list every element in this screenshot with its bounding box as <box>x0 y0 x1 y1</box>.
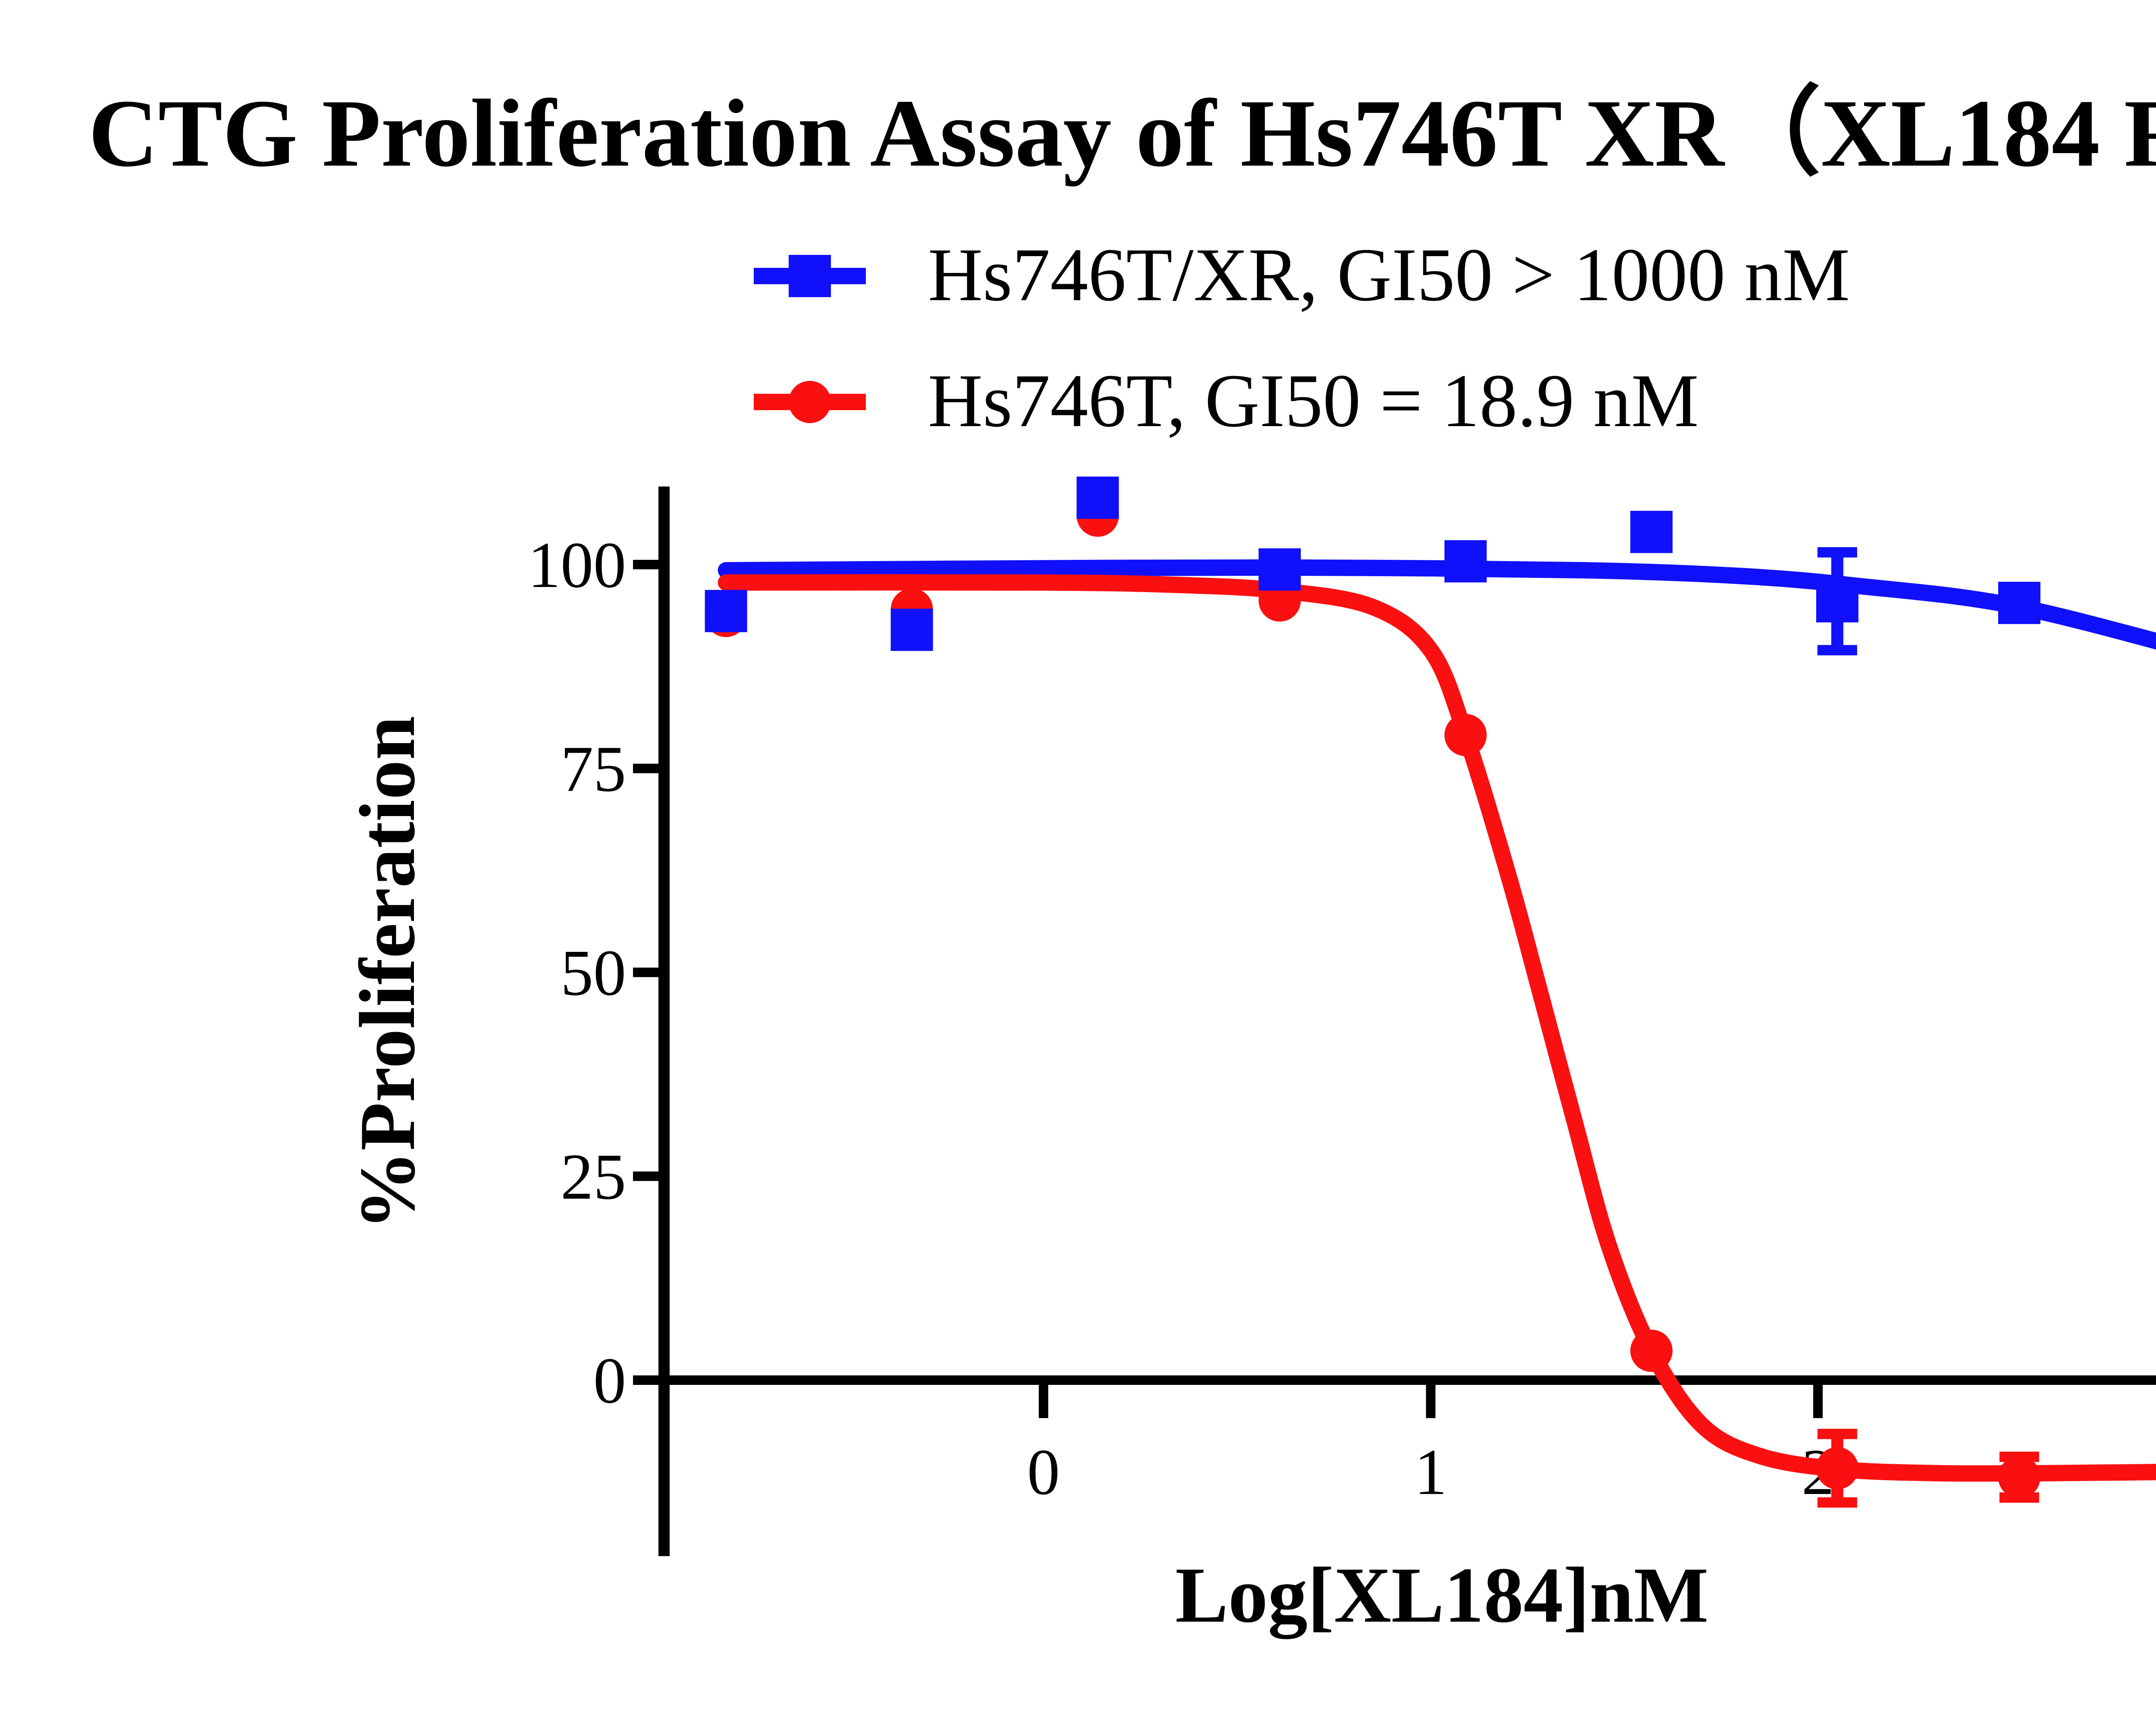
marker-hs746t <box>1630 1329 1673 1372</box>
y-tick-label: 100 <box>528 529 626 601</box>
legend-label-hs746t-xr: Hs746T/XR, GI50 > 1000 nM <box>928 233 1850 317</box>
x-axis-title: Log[XL184]nM <box>1175 1551 1709 1639</box>
chart-title: CTG Proliferation Assay of Hs746T XR（XL1… <box>88 80 2156 187</box>
y-tick-label: 0 <box>593 1344 626 1417</box>
marker-hs746t-xr <box>1444 540 1487 583</box>
legend-item-hs746t: Hs746T, GI50 = 18.9 nM <box>754 359 1699 443</box>
marker-hs746t <box>1998 1456 2040 1499</box>
curve-hs746t <box>718 574 2156 1482</box>
legend-square-marker-icon <box>789 255 831 297</box>
y-axis-title: %Proliferation <box>343 716 431 1230</box>
marker-hs746t-xr <box>1076 476 1119 519</box>
marker-hs746t <box>1444 714 1487 756</box>
plot-area: 01230255075100 <box>528 476 2156 1556</box>
y-tick-label: 50 <box>561 937 626 1009</box>
marker-hs746t-xr <box>1998 581 2040 624</box>
marker-hs746t-xr <box>1630 511 1673 553</box>
marker-hs746t-xr <box>890 609 933 651</box>
legend: Hs746T/XR, GI50 > 1000 nM Hs746T, GI50 =… <box>754 233 1850 443</box>
x-tick-label: 0 <box>1027 1436 1060 1508</box>
y-tick-label: 75 <box>561 733 626 805</box>
legend-item-hs746t-xr: Hs746T/XR, GI50 > 1000 nM <box>754 233 1850 317</box>
marker-hs746t-xr <box>1258 548 1301 591</box>
marker-hs746t-xr <box>1816 580 1858 623</box>
curve-hs746t-xr <box>718 559 2156 650</box>
legend-circle-marker-icon <box>789 381 831 423</box>
x-tick-label: 1 <box>1414 1436 1447 1508</box>
marker-hs746t <box>1816 1447 1858 1490</box>
y-tick-label: 25 <box>561 1140 626 1213</box>
marker-hs746t-xr <box>705 590 747 632</box>
legend-label-hs746t: Hs746T, GI50 = 18.9 nM <box>928 359 1699 443</box>
